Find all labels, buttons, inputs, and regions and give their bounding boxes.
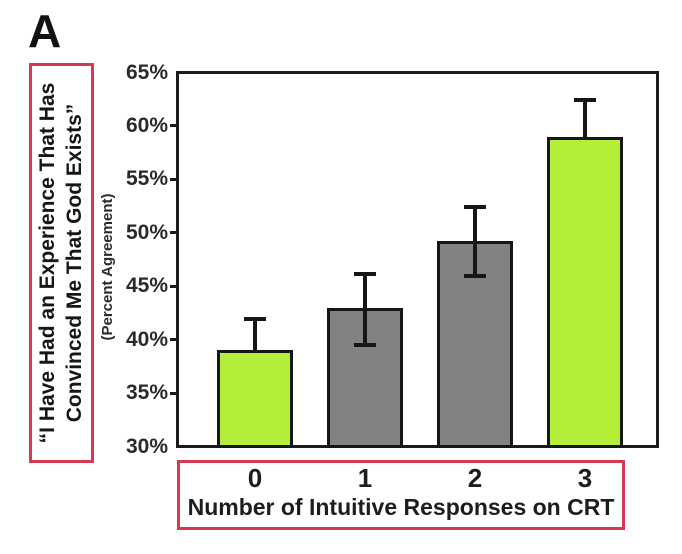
bar-3 xyxy=(547,136,623,448)
y-tick-label: 40% xyxy=(125,327,168,351)
error-bar-cap-bottom xyxy=(354,343,376,348)
error-bar-stem xyxy=(583,98,587,176)
x-tick-label: 1 xyxy=(357,463,373,493)
y-tick-label: 60% xyxy=(125,113,168,137)
y-axis-title-line2: Convinced Me That God Exists” xyxy=(62,103,86,423)
y-axis-title-box: “I Have Had an Experience That Has Convi… xyxy=(29,63,94,463)
error-bar-cap-top xyxy=(244,317,266,322)
y-tick-label: 65% xyxy=(125,60,168,84)
y-tick-mark xyxy=(170,177,177,181)
error-bar-stem xyxy=(253,317,257,384)
x-axis-title: Number of Intuitive Responses on CRT xyxy=(187,494,615,520)
y-tick-label: 55% xyxy=(125,167,168,191)
error-bar-stem xyxy=(473,205,477,278)
error-bar-stem xyxy=(363,272,367,348)
y-tick-label: 30% xyxy=(125,434,168,458)
y-tick-mark xyxy=(170,124,177,128)
x-tick-label: 0 xyxy=(247,463,263,493)
y-axis-title-line1: “I Have Had an Experience That Has xyxy=(35,82,59,444)
y-axis-subtitle: (Percent Agreement) xyxy=(99,193,116,341)
error-bar-cap-bottom xyxy=(464,273,486,278)
y-tick-label: 50% xyxy=(125,220,168,244)
x-tick-label: 3 xyxy=(577,463,593,493)
bar-0 xyxy=(217,350,293,448)
y-tick-mark xyxy=(170,284,177,288)
error-bar-2 xyxy=(464,205,486,278)
error-bar-cap-top xyxy=(354,272,376,277)
y-tick-label: 45% xyxy=(125,274,168,298)
panel-letter: A xyxy=(28,5,62,57)
error-bar-1 xyxy=(354,272,376,348)
y-tick-label: 35% xyxy=(125,381,168,405)
y-tick-mark xyxy=(170,391,177,395)
x-tick-label: 2 xyxy=(467,463,483,493)
y-tick-mark xyxy=(170,338,177,342)
y-axis-title: “I Have Had an Experience That Has Convi… xyxy=(34,67,90,459)
y-tick-mark xyxy=(170,231,177,235)
x-axis-label-box: Number of Intuitive Responses on CRT xyxy=(177,460,625,530)
error-bar-cap-top xyxy=(574,98,596,103)
error-bar-cap-top xyxy=(464,205,486,209)
